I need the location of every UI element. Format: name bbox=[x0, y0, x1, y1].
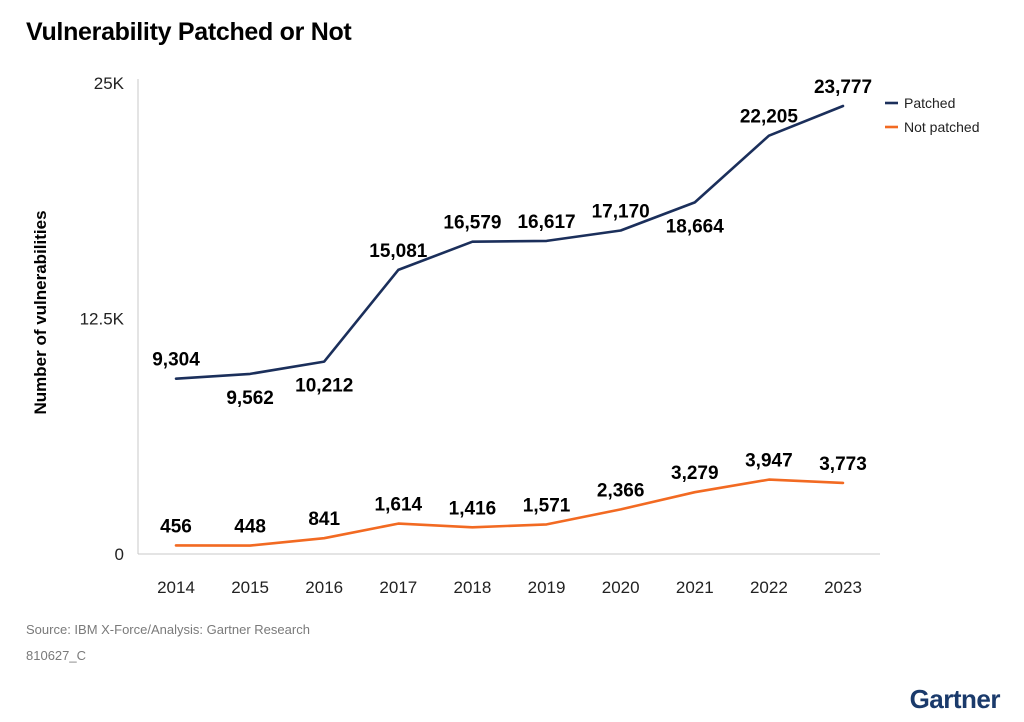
x-tick-label: 2019 bbox=[528, 578, 566, 597]
figure-code: 810627_C bbox=[26, 648, 86, 663]
data-label: 1,571 bbox=[523, 495, 571, 516]
x-tick-label: 2015 bbox=[231, 578, 269, 597]
x-tick-label: 2021 bbox=[676, 578, 714, 597]
data-label: 3,279 bbox=[671, 463, 719, 484]
data-label: 23,777 bbox=[814, 77, 872, 98]
y-axis-title: Number of vulnerabilities bbox=[31, 210, 50, 414]
data-label: 1,614 bbox=[375, 495, 423, 516]
data-label: 18,664 bbox=[666, 216, 725, 237]
data-label: 456 bbox=[160, 516, 192, 537]
series-line-patched bbox=[174, 104, 845, 381]
x-tick-label: 2016 bbox=[305, 578, 343, 597]
data-label: 9,562 bbox=[226, 388, 274, 409]
chart-title: Vulnerability Patched or Not bbox=[26, 18, 352, 46]
y-tick-label: 12.5K bbox=[80, 310, 125, 329]
data-label: 2,366 bbox=[597, 480, 645, 501]
data-label: 17,170 bbox=[592, 202, 650, 223]
data-label: 22,205 bbox=[740, 107, 799, 128]
source-note: Source: IBM X-Force/Analysis: Gartner Re… bbox=[26, 622, 310, 637]
x-tick-label: 2017 bbox=[379, 578, 417, 597]
data-label: 16,579 bbox=[443, 213, 501, 234]
line-chart: 0 12.5K 25K Number of vulnerabilities 2014 20… bbox=[31, 74, 980, 597]
legend-label: Patched bbox=[904, 95, 955, 111]
data-label: 841 bbox=[308, 509, 340, 530]
data-label: 15,081 bbox=[369, 241, 428, 262]
data-label: 3,947 bbox=[745, 451, 793, 472]
data-label: 1,416 bbox=[449, 498, 497, 519]
gartner-logo: Gartner bbox=[909, 684, 1001, 714]
data-label: 10,212 bbox=[295, 376, 353, 397]
data-label: 16,617 bbox=[517, 212, 575, 233]
legend-label: Not patched bbox=[904, 119, 980, 135]
x-tick-label: 2020 bbox=[602, 578, 640, 597]
x-tick-label: 2023 bbox=[824, 578, 862, 597]
y-tick-label: 0 bbox=[115, 545, 124, 564]
y-tick-label: 25K bbox=[94, 74, 125, 93]
x-tick-label: 2018 bbox=[454, 578, 492, 597]
data-label: 9,304 bbox=[152, 350, 200, 371]
x-tick-label: 2014 bbox=[157, 578, 195, 597]
series-line-not-patched bbox=[174, 478, 845, 547]
data-label: 448 bbox=[234, 517, 266, 538]
data-label: 3,773 bbox=[819, 454, 867, 475]
x-tick-label: 2022 bbox=[750, 578, 788, 597]
